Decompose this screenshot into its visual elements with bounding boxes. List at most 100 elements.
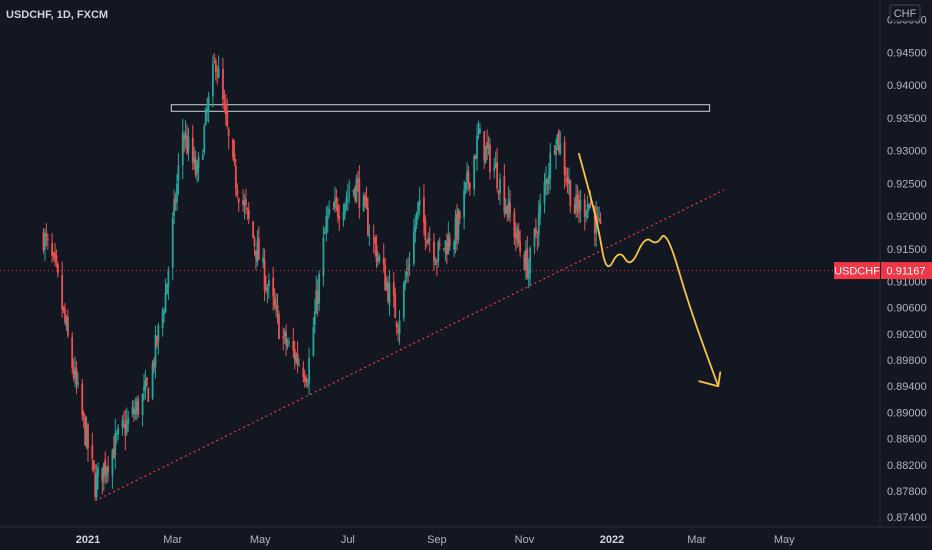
price-tick-label: 0.93500 — [887, 113, 927, 125]
candle — [328, 200, 331, 218]
candle — [283, 328, 286, 344]
candle — [74, 356, 76, 388]
candle — [278, 310, 280, 340]
candle — [137, 394, 140, 419]
candle — [325, 206, 328, 242]
candle — [388, 270, 391, 316]
candle — [227, 127, 230, 150]
candle — [503, 163, 506, 218]
candle — [382, 243, 385, 273]
candle — [135, 396, 138, 421]
candle — [101, 467, 104, 495]
candle — [295, 351, 298, 365]
candle — [223, 89, 226, 113]
candle — [335, 189, 338, 212]
candle — [275, 292, 277, 318]
candle — [296, 341, 299, 374]
candle — [514, 222, 517, 252]
resistance-rectangle[interactable] — [170, 104, 711, 112]
candle — [516, 224, 519, 249]
candle — [599, 212, 602, 225]
candle — [151, 359, 154, 401]
candle — [177, 152, 180, 195]
time-tick-label: May — [250, 534, 271, 546]
projection-path[interactable] — [578, 152, 720, 388]
candle — [513, 207, 516, 245]
candle — [546, 177, 549, 196]
price-axis[interactable]: 0.950000.945000.940000.935000.930000.925… — [887, 15, 927, 525]
price-tick-label: 0.94000 — [887, 80, 927, 92]
candle — [576, 185, 579, 218]
candle — [402, 281, 405, 322]
candle — [201, 149, 204, 160]
candle — [65, 314, 68, 331]
candle — [207, 92, 210, 123]
candle — [217, 55, 220, 79]
candle — [104, 451, 107, 484]
candle — [533, 227, 536, 255]
candle — [418, 186, 421, 216]
candle — [448, 232, 451, 251]
candle — [125, 407, 128, 436]
candle — [293, 340, 296, 370]
candle — [453, 239, 455, 258]
candle — [72, 358, 75, 382]
candle — [114, 418, 117, 469]
time-tick-label: 2022 — [600, 534, 624, 546]
candle — [117, 423, 120, 441]
candle — [107, 456, 109, 483]
candle — [424, 214, 427, 251]
candle — [67, 309, 69, 338]
candle — [362, 192, 365, 212]
price-tick-label: 0.88200 — [887, 460, 927, 472]
candle — [147, 387, 150, 403]
candle — [446, 233, 448, 265]
price-tick-label: 0.92500 — [887, 178, 927, 190]
candle — [164, 278, 167, 314]
candle — [336, 197, 339, 223]
candle — [204, 106, 207, 126]
candle — [115, 430, 118, 445]
support-trendline[interactable] — [94, 189, 725, 502]
candle — [344, 202, 346, 220]
candle — [133, 400, 135, 422]
candle — [486, 129, 489, 161]
candle — [392, 272, 395, 308]
candle — [77, 372, 79, 389]
candle — [193, 146, 196, 171]
candle — [405, 259, 408, 283]
candle — [71, 332, 74, 374]
time-axis[interactable]: 2021 Mar May Jul Sep Nov 2022 Mar May — [76, 534, 795, 546]
candle — [437, 239, 440, 268]
candle — [62, 305, 65, 314]
candle — [75, 361, 78, 394]
candle — [237, 197, 240, 212]
candle — [497, 190, 500, 201]
price-tick-label: 0.88600 — [887, 434, 927, 446]
candle — [44, 228, 46, 261]
candle — [412, 218, 415, 267]
candle — [124, 409, 127, 451]
candle — [92, 459, 95, 473]
candle — [42, 228, 45, 254]
candle — [346, 183, 349, 212]
price-tick-label: 0.87800 — [887, 486, 927, 498]
candle — [288, 337, 290, 347]
candle — [134, 397, 137, 420]
candle — [156, 335, 158, 349]
candle — [154, 325, 157, 379]
candle — [578, 190, 580, 223]
candle — [374, 234, 377, 257]
currency-button[interactable]: CHF — [889, 4, 921, 22]
candle — [122, 411, 125, 429]
candle — [438, 237, 441, 251]
candle — [141, 393, 144, 427]
candle — [61, 261, 64, 318]
candle — [427, 232, 430, 245]
candle — [348, 179, 351, 204]
candle — [313, 298, 316, 334]
candle — [489, 137, 491, 180]
candle — [468, 182, 471, 196]
